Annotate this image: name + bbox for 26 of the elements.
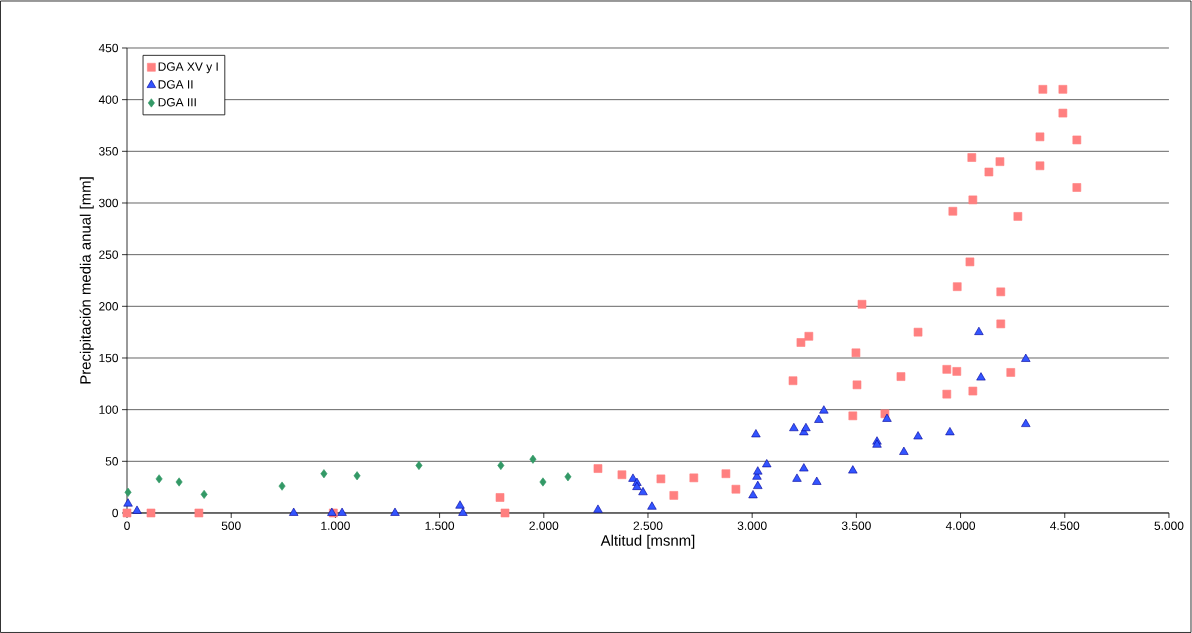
x-tick-label: 2.000 [529,521,559,530]
x-tick-label: 3.500 [841,521,871,530]
legend-label: DGA XV y I [158,62,218,74]
y-tick-label: 150 [99,353,119,363]
y-tick-label: 50 [105,457,119,466]
x-tick-label: 500 [221,521,241,530]
x-tick-label: 3.000 [737,521,767,530]
x-tick-label: 4.500 [1050,521,1080,530]
y-tick-label: 200 [99,302,119,311]
x-axis-title: Altitud [msnm] [600,534,695,549]
x-tick-label: 0 [124,521,130,530]
x-tick-label: 2.500 [633,521,663,530]
legend-label: DGA III [158,98,196,107]
x-tick-label: 5.000 [1154,521,1184,530]
y-tick-label: 400 [98,95,119,104]
x-tick-label: 1.500 [425,521,455,530]
x-tick-label: 4.000 [945,521,976,530]
y-tick-label: 450 [98,43,119,53]
y-axis-title: Precipitación media anual [mm] [79,177,94,384]
legend-label: DGA II [158,80,193,89]
y-tick-label: 300 [99,198,119,208]
y-tick-label: 0 [112,508,119,518]
y-tick-label: 250 [99,250,119,259]
x-tick-label: 1.000 [321,521,350,530]
y-tick-label: 350 [99,147,119,156]
y-tick-label: 100 [99,405,119,414]
